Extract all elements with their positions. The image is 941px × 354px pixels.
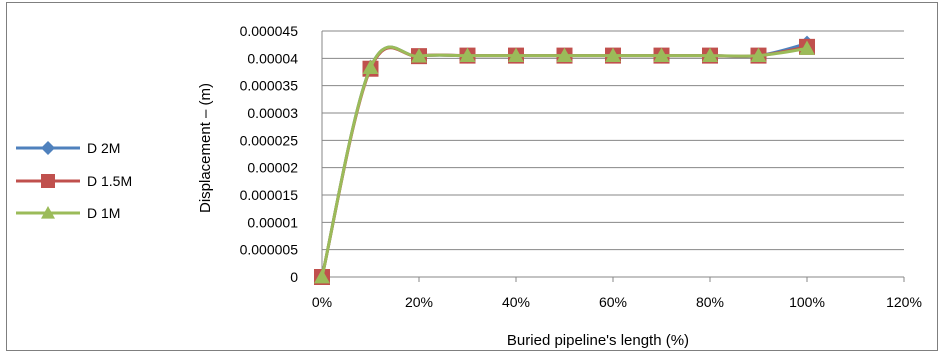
- data-point: [362, 59, 379, 75]
- legend-marker: [41, 206, 55, 219]
- y-tick-label: 0.00001: [247, 214, 298, 230]
- series-line: [320, 45, 808, 278]
- data-point: [508, 47, 524, 62]
- data-point: [459, 47, 476, 62]
- y-tick-label: 0.000015: [240, 187, 299, 203]
- y-tick-label: 0.000045: [240, 23, 299, 39]
- y-tick-label: 0.00004: [247, 50, 298, 66]
- data-point: [750, 47, 767, 62]
- data-point: [411, 48, 427, 63]
- data-point: [799, 40, 815, 55]
- x-tick-label: 120%: [886, 294, 922, 310]
- data-point: [653, 47, 670, 62]
- y-tick-label: 0.000035: [240, 78, 299, 94]
- x-tick-label: 80%: [696, 294, 724, 310]
- x-tick-label: 40%: [502, 294, 530, 310]
- x-tick-label: 60%: [599, 294, 627, 310]
- x-tick-label: 20%: [405, 294, 433, 310]
- data-point: [702, 47, 718, 62]
- data-point: [605, 47, 621, 62]
- x-tick-label: 100%: [789, 294, 825, 310]
- legend-marker: [41, 174, 55, 188]
- legend-label: D 1.5M: [87, 173, 132, 189]
- x-axis-title: Buried pipeline's length (%): [507, 332, 689, 349]
- y-tick-label: 0: [290, 269, 298, 285]
- x-tick-label: 0%: [312, 294, 332, 310]
- y-axis-title: Displacement – (m): [197, 83, 214, 213]
- data-point: [314, 269, 330, 284]
- series-line: [320, 45, 808, 278]
- legend-label: D 2M: [87, 140, 120, 156]
- legend-marker: [41, 141, 55, 155]
- y-tick-label: 0.00003: [247, 105, 298, 121]
- legend-label: D 1M: [87, 205, 120, 221]
- data-point: [556, 47, 573, 62]
- y-tick-label: 0.000005: [240, 242, 299, 258]
- series-line: [320, 42, 808, 278]
- y-tick-label: 0.00002: [247, 160, 298, 176]
- y-tick-label: 0.000025: [240, 132, 299, 148]
